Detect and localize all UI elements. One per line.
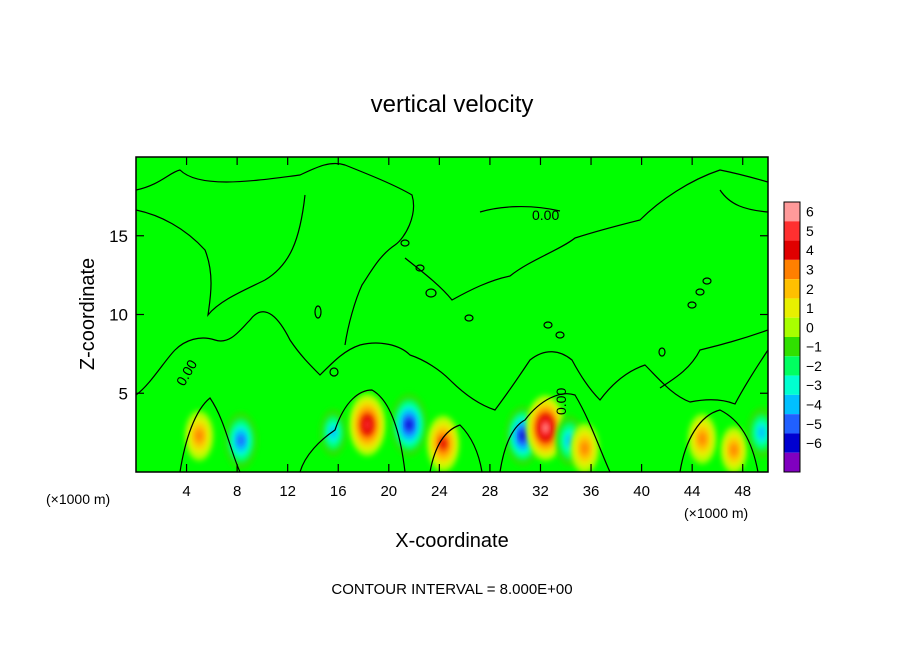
contour-interval-note: CONTOUR INTERVAL = 8.000E+00 (331, 581, 572, 598)
colorbar-tick-label: 1 (806, 300, 814, 316)
colorbar-swatch (784, 375, 800, 395)
zero-contour-loop (543, 321, 553, 329)
zero-contour-base (179, 389, 759, 472)
chart-title: vertical velocity (371, 91, 534, 118)
colorbar-swatch (784, 202, 800, 222)
y-ticks: 5 10 15 (109, 227, 768, 403)
heat-cell (237, 434, 245, 447)
heat-cell (406, 419, 413, 430)
x-tick-label: 16 (330, 483, 347, 500)
colorbar-tick-label: −1 (806, 339, 822, 355)
x-tick-label: 44 (684, 483, 701, 500)
zero-contour-loop (555, 331, 565, 339)
y-axis-label: Z-coordinate (77, 258, 99, 370)
y-tick-label: 10 (109, 306, 128, 325)
zero-contour-loop (695, 288, 705, 296)
colorbar-tick-label: 4 (806, 242, 814, 258)
heat-cell (439, 438, 447, 450)
x-ticks: 4 8 12 16 20 24 28 32 36 40 44 48 (182, 157, 751, 500)
zero-contour-loop (329, 367, 339, 377)
colorbar-swatch (784, 259, 800, 280)
heat-cell (195, 429, 203, 443)
colorbar-swatch (784, 221, 800, 241)
colorbar: 6 5 4 3 2 1 0 −1 −2 −3 −4 −5 −6 (783, 201, 822, 473)
zero-contour-loop (464, 314, 474, 322)
x-tick-label: 36 (583, 483, 600, 500)
zero-contour-loop (702, 277, 712, 285)
colorbar-tick-label: 0 (806, 319, 814, 335)
colorbar-tick-label: 5 (806, 223, 814, 239)
heat-features (185, 393, 768, 472)
colorbar-swatch (784, 240, 800, 260)
contour-label: 0.00 (532, 207, 559, 223)
x-unit-left: (×1000 m) (46, 491, 110, 507)
colorbar-swatch (784, 337, 800, 357)
heat-cell (364, 419, 371, 430)
zero-contour-loop (400, 239, 410, 247)
x-axis-label: X-coordinate (395, 530, 508, 552)
colorbar-swatch (784, 433, 800, 453)
colorbar-swatch (784, 356, 800, 376)
colorbar-swatch (784, 452, 800, 472)
colorbar-tick-label: 2 (806, 281, 814, 297)
colorbar-tick-label: −3 (806, 377, 822, 393)
colorbar-frame (783, 201, 801, 473)
colorbar-swatch (784, 279, 800, 299)
colorbar-tick-label: −4 (806, 397, 822, 413)
zero-contour-upper (136, 162, 415, 346)
colorbar-tick-label: 3 (806, 262, 814, 278)
x-tick-label: 24 (431, 483, 448, 500)
contour-label: 0.00 (553, 388, 569, 415)
zero-contour-right (479, 189, 768, 389)
x-tick-label: 28 (482, 483, 499, 500)
zero-contour-loop (415, 264, 425, 272)
x-tick-label: 40 (633, 483, 650, 500)
x-unit-right: (×1000 m) (684, 505, 748, 521)
colorbar-swatch (784, 394, 800, 415)
x-tick-label: 4 (182, 483, 190, 500)
heat-cell (519, 430, 526, 441)
zero-contour-loop (425, 288, 437, 298)
heat-cell (730, 444, 738, 456)
zero-contour-lower (136, 311, 768, 411)
heat-cell (698, 432, 706, 446)
zero-contours (136, 162, 768, 472)
colorbar-tick-label: −6 (806, 435, 822, 451)
x-tick-label: 8 (233, 483, 241, 500)
y-tick-label: 15 (109, 227, 128, 246)
x-tick-label: 48 (734, 483, 751, 500)
y-tick-label: 5 (119, 384, 128, 403)
colorbar-swatch (784, 298, 800, 318)
zero-contour-left (136, 194, 306, 318)
heat-cell (758, 426, 766, 439)
colorbar-tick-label: −5 (806, 416, 822, 432)
zero-contour-loop (687, 301, 697, 309)
zero-contour-mid (404, 169, 768, 301)
colorbar-swatch (784, 414, 800, 434)
colorbar-tick-label: 6 (806, 204, 814, 220)
colorbar-swatch (784, 317, 800, 337)
zero-contour-loop (314, 305, 322, 319)
x-tick-label: 20 (380, 483, 397, 500)
heat-cell (542, 423, 549, 433)
colorbar-tick-label: −2 (806, 358, 822, 374)
x-tick-label: 32 (532, 483, 549, 500)
x-tick-label: 12 (279, 483, 296, 500)
heat-cell (581, 442, 589, 455)
zero-contour-loop (658, 347, 666, 357)
